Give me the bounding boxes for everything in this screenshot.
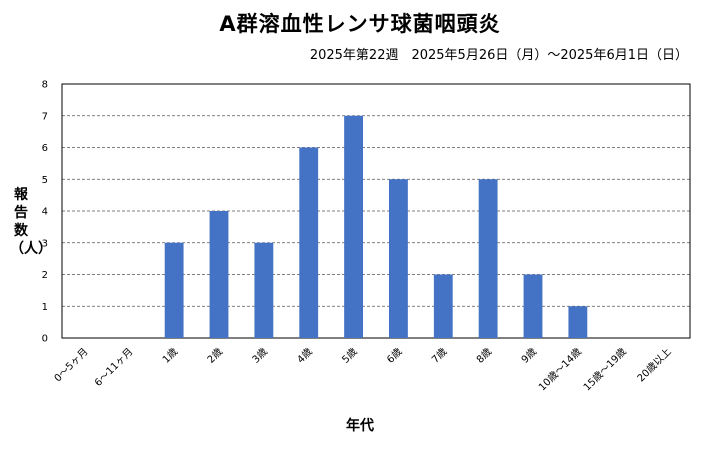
y-tick-label: 4	[42, 207, 48, 218]
bar	[254, 242, 274, 338]
y-tick-label: 8	[42, 80, 48, 91]
bar	[344, 115, 363, 338]
y-tick-label: 0	[42, 334, 48, 345]
y-tick-label: 3	[42, 238, 48, 249]
x-tick-label: 4歳	[295, 346, 315, 366]
x-tick-label: 5歳	[340, 346, 360, 366]
x-tick-label: 0～5ヶ月	[52, 346, 91, 385]
x-tick-label: 10歳～14歳	[536, 346, 584, 394]
x-tick-label: 6～11ヶ月	[92, 346, 135, 389]
bar	[209, 211, 229, 338]
x-tick-label: 6歳	[384, 346, 404, 366]
y-tick-label: 7	[42, 111, 48, 122]
chart-subtitle: 2025年第22週 2025年5月26日（月）～2025年6月1日（日）	[309, 48, 688, 63]
x-tick-label: 15歳～19歳	[581, 346, 629, 394]
plot-area	[61, 83, 691, 339]
x-tick-label: 8歳	[474, 346, 494, 366]
x-tick-label: 9歳	[519, 346, 539, 366]
x-tick-label: 2歳	[205, 346, 225, 366]
bar	[389, 179, 408, 338]
y-tick-label: 6	[42, 143, 48, 154]
x-tick-label: 20歳以上	[635, 346, 674, 385]
x-tick-label: 3歳	[250, 346, 270, 366]
bar	[568, 306, 588, 338]
x-axis-label: 年代	[346, 418, 374, 434]
chart-title: A群溶血性レンサ球菌咽頭炎	[219, 12, 501, 36]
y-tick-label: 1	[42, 302, 48, 313]
bar	[299, 147, 319, 338]
x-tick-label: 1歳	[160, 346, 180, 366]
x-tick-label: 7歳	[429, 346, 449, 366]
y-tick-label: 5	[42, 175, 48, 186]
bar	[164, 242, 184, 338]
bar	[478, 179, 498, 338]
y-tick-label: 2	[42, 270, 48, 281]
bar	[523, 274, 543, 338]
bar	[433, 274, 453, 338]
